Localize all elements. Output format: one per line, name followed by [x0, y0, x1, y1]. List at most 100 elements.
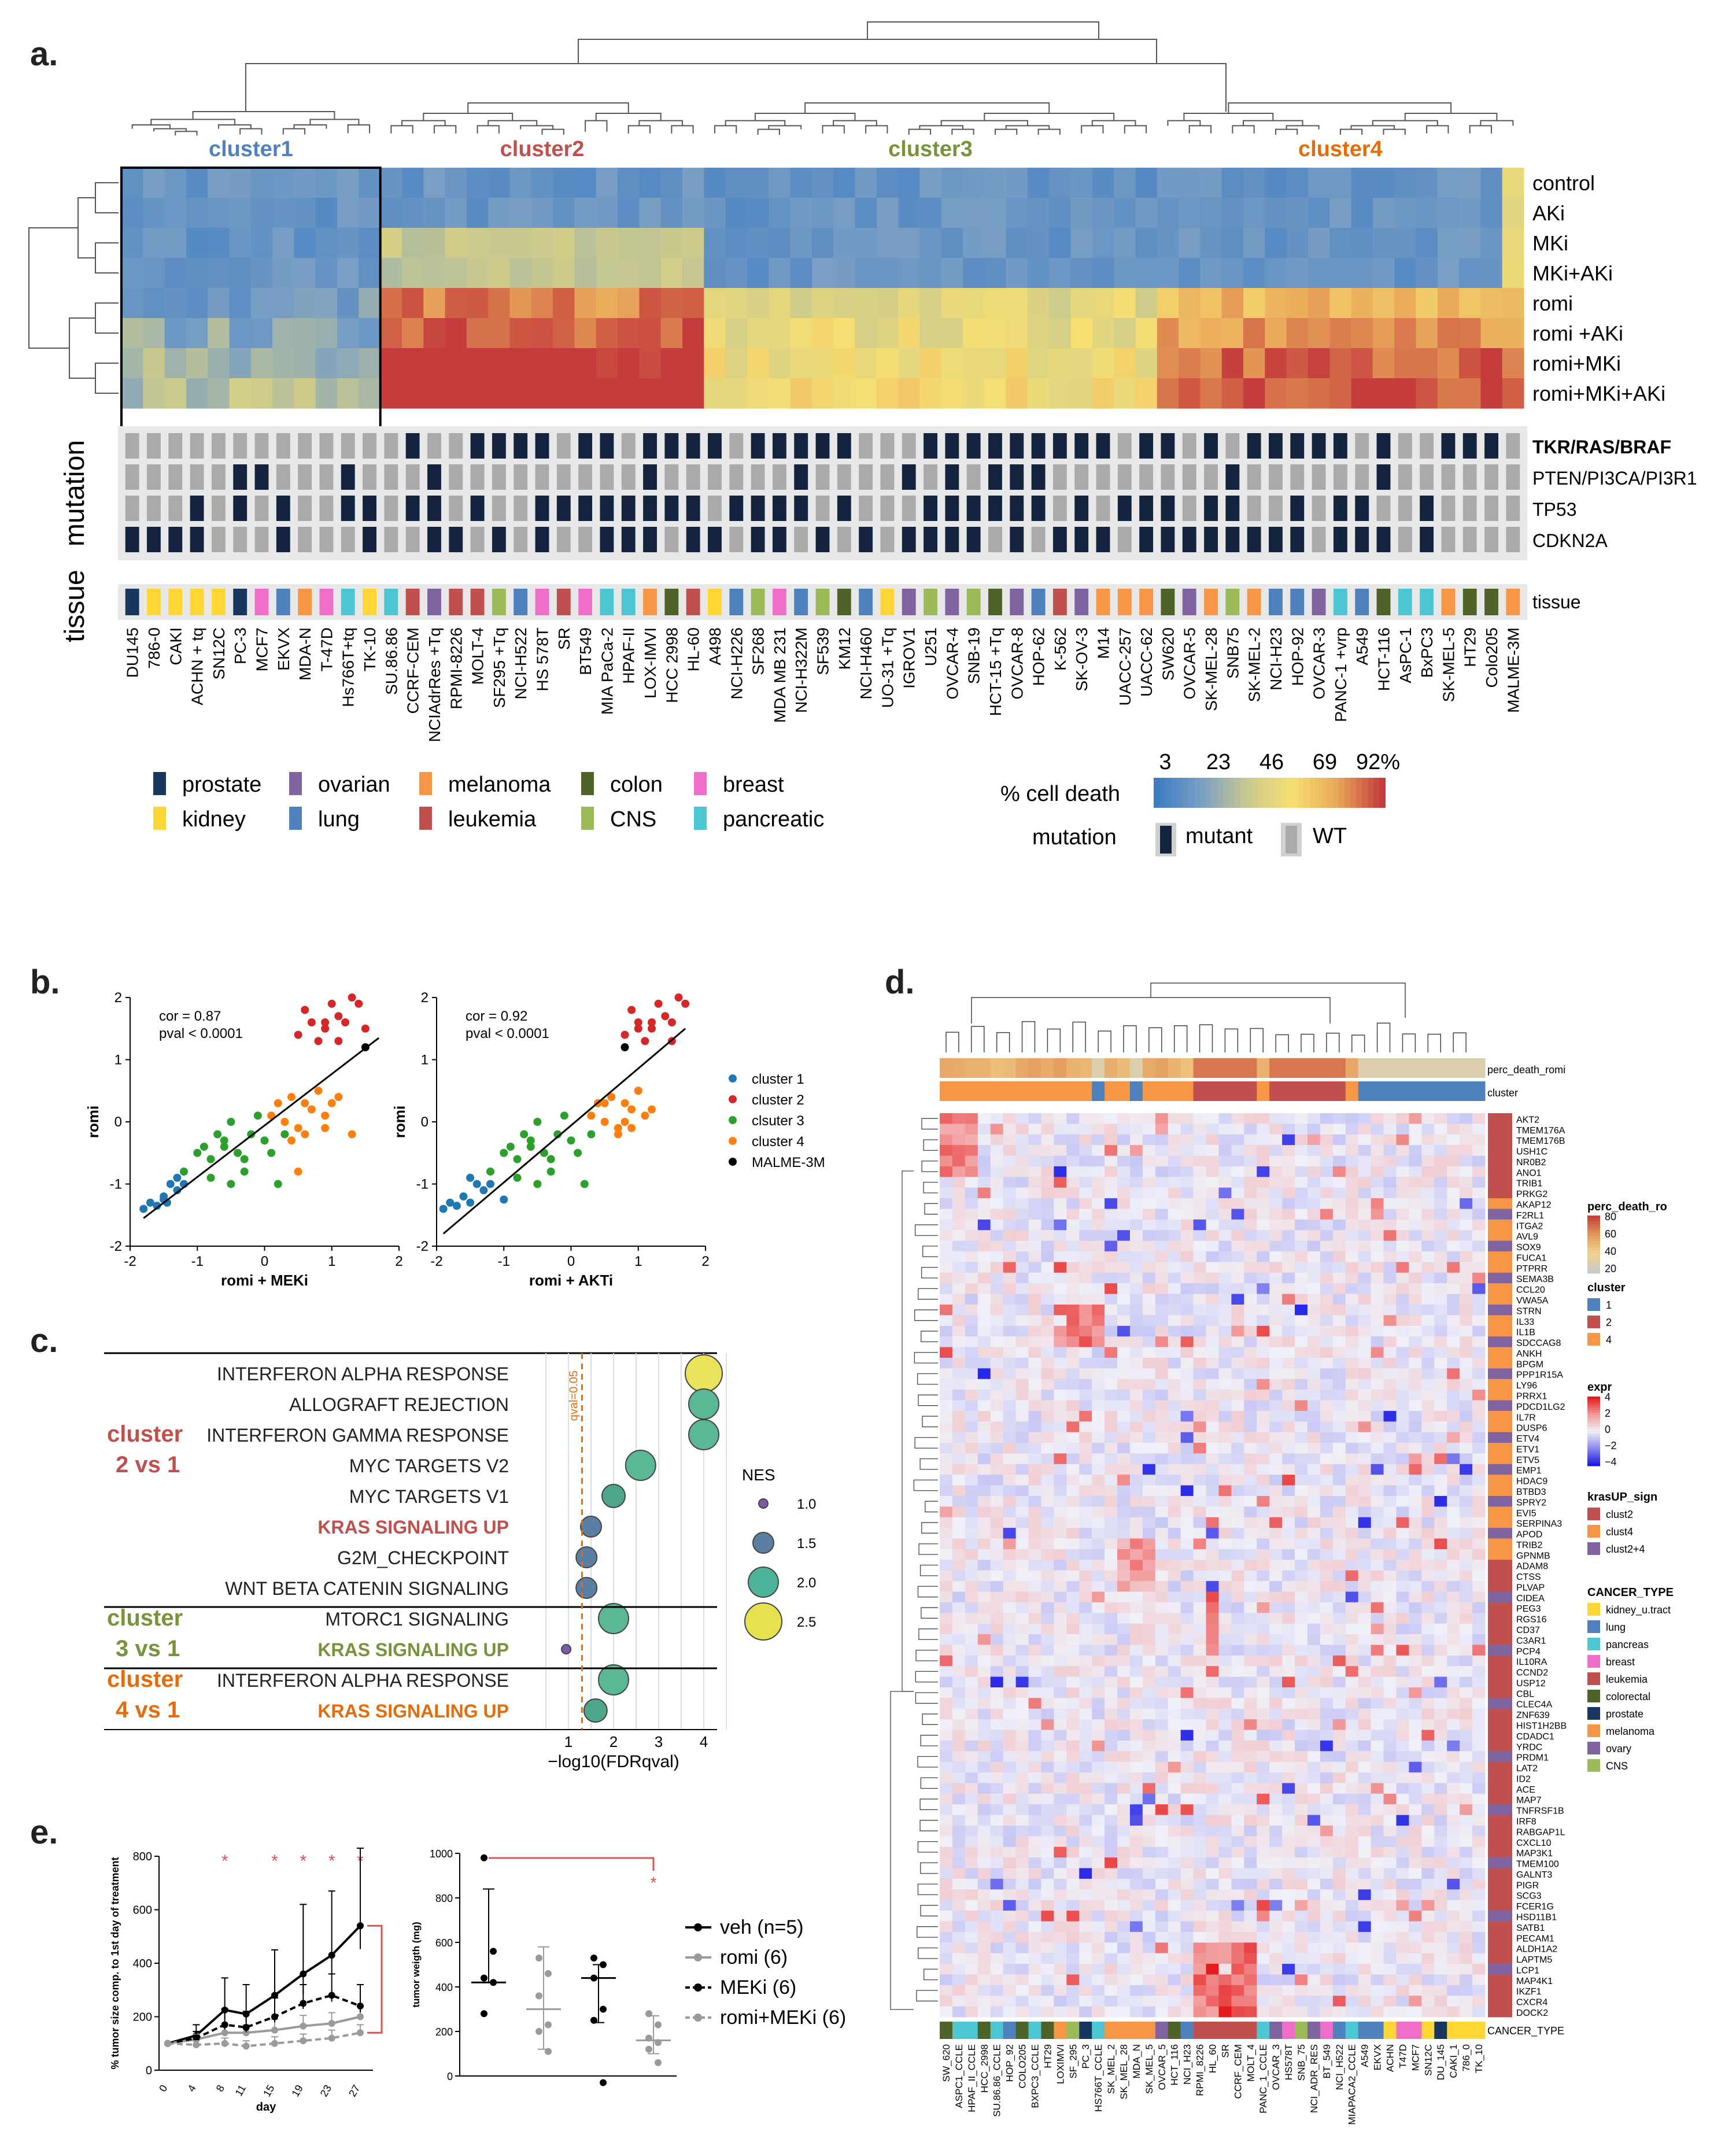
expression-cell — [1460, 1889, 1473, 1901]
expression-cell — [940, 1687, 953, 1698]
expression-cell — [1028, 1453, 1041, 1465]
cluster-annotation-cell — [1282, 1081, 1295, 1101]
expression-cell — [1295, 1549, 1308, 1560]
x-tick-label: -2 — [430, 1254, 442, 1269]
expression-cell — [1231, 1145, 1244, 1157]
expression-cell — [1180, 1432, 1194, 1443]
expression-cell — [1142, 1985, 1156, 1996]
data-point-cluster-2 — [634, 1024, 642, 1033]
cell-line-label: NCI-H23 — [1267, 627, 1285, 690]
heatmap-cell — [1049, 198, 1072, 228]
expression-cell — [1257, 1634, 1270, 1645]
perc-death-cell — [1371, 1058, 1384, 1078]
expression-cell — [952, 1336, 966, 1348]
heatmap-cell — [618, 198, 640, 228]
tissue-cell — [837, 589, 851, 615]
expression-cell — [1447, 1240, 1460, 1252]
heatmap-cell — [164, 168, 187, 198]
expression-cell — [1409, 1517, 1422, 1528]
expression-cell — [1409, 1294, 1422, 1305]
expression-cell — [1206, 1177, 1219, 1188]
expression-cell — [1434, 1591, 1447, 1603]
cell-line-label: HPAF-II — [620, 627, 638, 684]
nes-legend-marker — [748, 1567, 779, 1598]
expression-cell — [1409, 1634, 1422, 1645]
expression-cell — [1155, 1846, 1169, 1858]
expression-cell — [1396, 1921, 1409, 1933]
wt-cell — [168, 496, 183, 521]
expression-cell — [1257, 1836, 1270, 1848]
expression-cell — [940, 1549, 953, 1560]
expression-cell — [965, 1209, 978, 1220]
expression-cell — [1345, 1698, 1359, 1709]
expression-cell — [1244, 1974, 1257, 1986]
heatmap-cell — [1243, 348, 1265, 379]
expression-cell — [1168, 1506, 1181, 1518]
expression-cell — [1180, 1974, 1194, 1986]
heatmap-cell — [618, 378, 640, 409]
expression-cell — [1092, 1719, 1105, 1731]
expression-cell — [1155, 1368, 1169, 1380]
expression-cell — [1028, 1443, 1041, 1454]
expression-cell — [1168, 1974, 1181, 1986]
expression-cell — [1244, 1304, 1257, 1316]
data-point-cluster-2 — [341, 1018, 349, 1026]
expression-cell — [1269, 1517, 1283, 1528]
expression-cell — [1218, 1698, 1232, 1709]
expression-cell — [1041, 1124, 1054, 1135]
expression-cell — [1015, 1719, 1029, 1731]
expression-cell — [1282, 1219, 1295, 1231]
expression-cell — [1155, 1528, 1169, 1539]
wt-label: WT — [1313, 824, 1347, 848]
expression-cell — [1358, 1506, 1372, 1518]
expression-cell — [1231, 1304, 1244, 1316]
expression-cell — [1320, 1623, 1334, 1635]
expression-cell — [1320, 1772, 1334, 1783]
y-axis-label: romi — [391, 1106, 408, 1138]
legend-label: clsuter 3 — [752, 1113, 804, 1129]
cell-line-label: NCI-H460 — [857, 627, 875, 699]
mutant-cell — [1355, 496, 1369, 521]
mutant-cell — [1074, 433, 1089, 459]
expression-cell — [1003, 1676, 1017, 1688]
expression-cell — [990, 1921, 1004, 1933]
expression-cell — [1054, 1804, 1067, 1816]
expression-cell — [1421, 1390, 1435, 1401]
expression-cell — [952, 1985, 966, 1996]
expression-cell — [1320, 1676, 1334, 1688]
expression-cell — [1168, 1390, 1181, 1401]
expression-cell — [1066, 1390, 1080, 1401]
expression-cell — [1345, 1931, 1359, 1943]
expression-cell — [1193, 1613, 1207, 1624]
expression-cell — [1105, 1464, 1118, 1475]
expression-cell — [1180, 1815, 1194, 1826]
cell-death-colorbar-segment — [1321, 778, 1328, 808]
expression-cell — [1371, 1783, 1384, 1794]
mutation-label: TKR/RAS/BRAF — [1532, 437, 1671, 457]
heatmap-cell — [315, 198, 338, 228]
expression-cell — [1447, 1921, 1460, 1933]
mutant-cell — [535, 433, 549, 459]
expression-cell — [1244, 1315, 1257, 1327]
expression-cell — [1206, 1528, 1219, 1539]
expression-cell — [1421, 1772, 1435, 1783]
expression-cell — [1015, 1581, 1029, 1592]
expression-cell — [1244, 1517, 1257, 1528]
perc-death-cell — [1054, 1058, 1067, 1078]
expression-cell — [1003, 1368, 1017, 1380]
expression-cell — [990, 1315, 1004, 1327]
expression-cell — [1028, 1251, 1041, 1262]
dendrogram-branch — [95, 302, 119, 334]
expression-cell — [1079, 1453, 1092, 1465]
mutant-cell — [1074, 527, 1089, 552]
expression-cell — [1320, 1485, 1334, 1497]
heatmap-cell — [1114, 198, 1136, 228]
expression-cell — [1345, 1761, 1359, 1773]
expression-cell — [1155, 1166, 1169, 1177]
expression-cell — [1206, 1251, 1219, 1262]
heatmap-cell — [1179, 348, 1201, 379]
expression-cell — [1079, 1538, 1092, 1550]
heatmap-cell — [1135, 378, 1158, 409]
expression-cell — [1218, 1283, 1232, 1295]
expression-cell — [1129, 1613, 1143, 1624]
